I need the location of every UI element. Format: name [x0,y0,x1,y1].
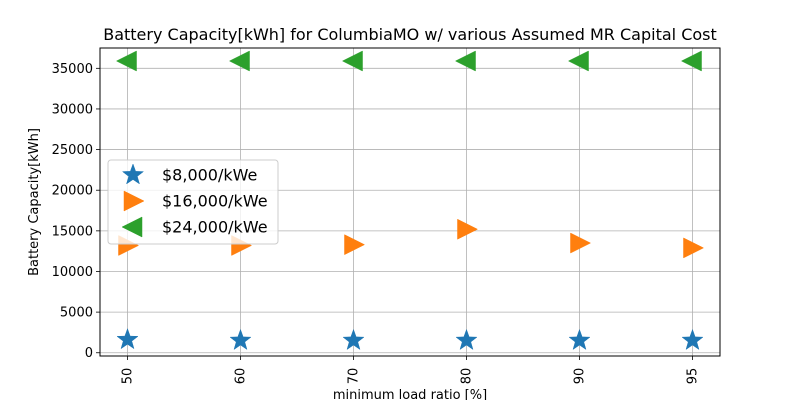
x-tick-label: 90 [573,368,588,385]
data-point-star [681,328,704,351]
y-tick-label: 25000 [52,143,93,158]
data-point-triangle-left [341,50,363,72]
plot-frame [99,47,721,357]
legend-frame [107,159,279,245]
data-point-triangle-left [680,50,702,72]
data-point-triangle-right [457,218,479,240]
data-point-triangle-right [570,232,592,254]
x-axis-ticks: 50 60 70 80 90 95 [121,356,701,384]
x-tick-label: 60 [234,368,249,385]
data-point-star [116,328,139,350]
legend-marker-star [121,163,145,185]
legend-marker-triangle-right [123,190,145,212]
y-axis-label: Battery Capacity[kWh] [27,128,42,276]
data-point-triangle-right [683,237,705,259]
data-point-triangle-left [567,50,589,72]
data-point-star [229,328,252,351]
grid-lines [100,48,720,356]
x-tick-label: 70 [347,368,362,385]
data-point-star [568,328,591,351]
y-tick-label: 10000 [52,265,93,280]
y-tick-label: 30000 [52,102,93,117]
legend-label: $16,000/kWe [162,192,268,211]
chart-title: Battery Capacity[kWh] for ColumbiaMO w/ … [103,25,717,44]
x-tick-label: 50 [121,368,136,385]
y-tick-label: 15000 [52,224,93,239]
y-tick-label: 35000 [52,62,93,77]
y-tick-label: 5000 [60,306,93,321]
legend-label: $24,000/kWe [162,218,268,237]
data-point-star [342,328,365,351]
data-point-triangle-left [228,50,250,72]
x-tick-label: 80 [460,368,475,385]
y-axis-ticks: 0 5000 10000 15000 20000 25000 30000 35000 [52,62,100,361]
x-tick-label: 95 [686,368,701,385]
data-point-star [455,328,478,351]
data-point-triangle-left [115,50,137,72]
y-tick-label: 20000 [52,184,93,199]
legend-label: $8,000/kWe [162,166,257,185]
data-point-triangle-left [454,50,476,72]
y-tick-label: 0 [85,346,93,361]
legend: $8,000/kWe $16,000/kWe $24,000/kWe [107,159,279,245]
legend-marker-triangle-left [121,216,143,238]
x-axis-label: minimum load ratio [%] [333,388,487,400]
data-point-triangle-right [344,234,366,256]
